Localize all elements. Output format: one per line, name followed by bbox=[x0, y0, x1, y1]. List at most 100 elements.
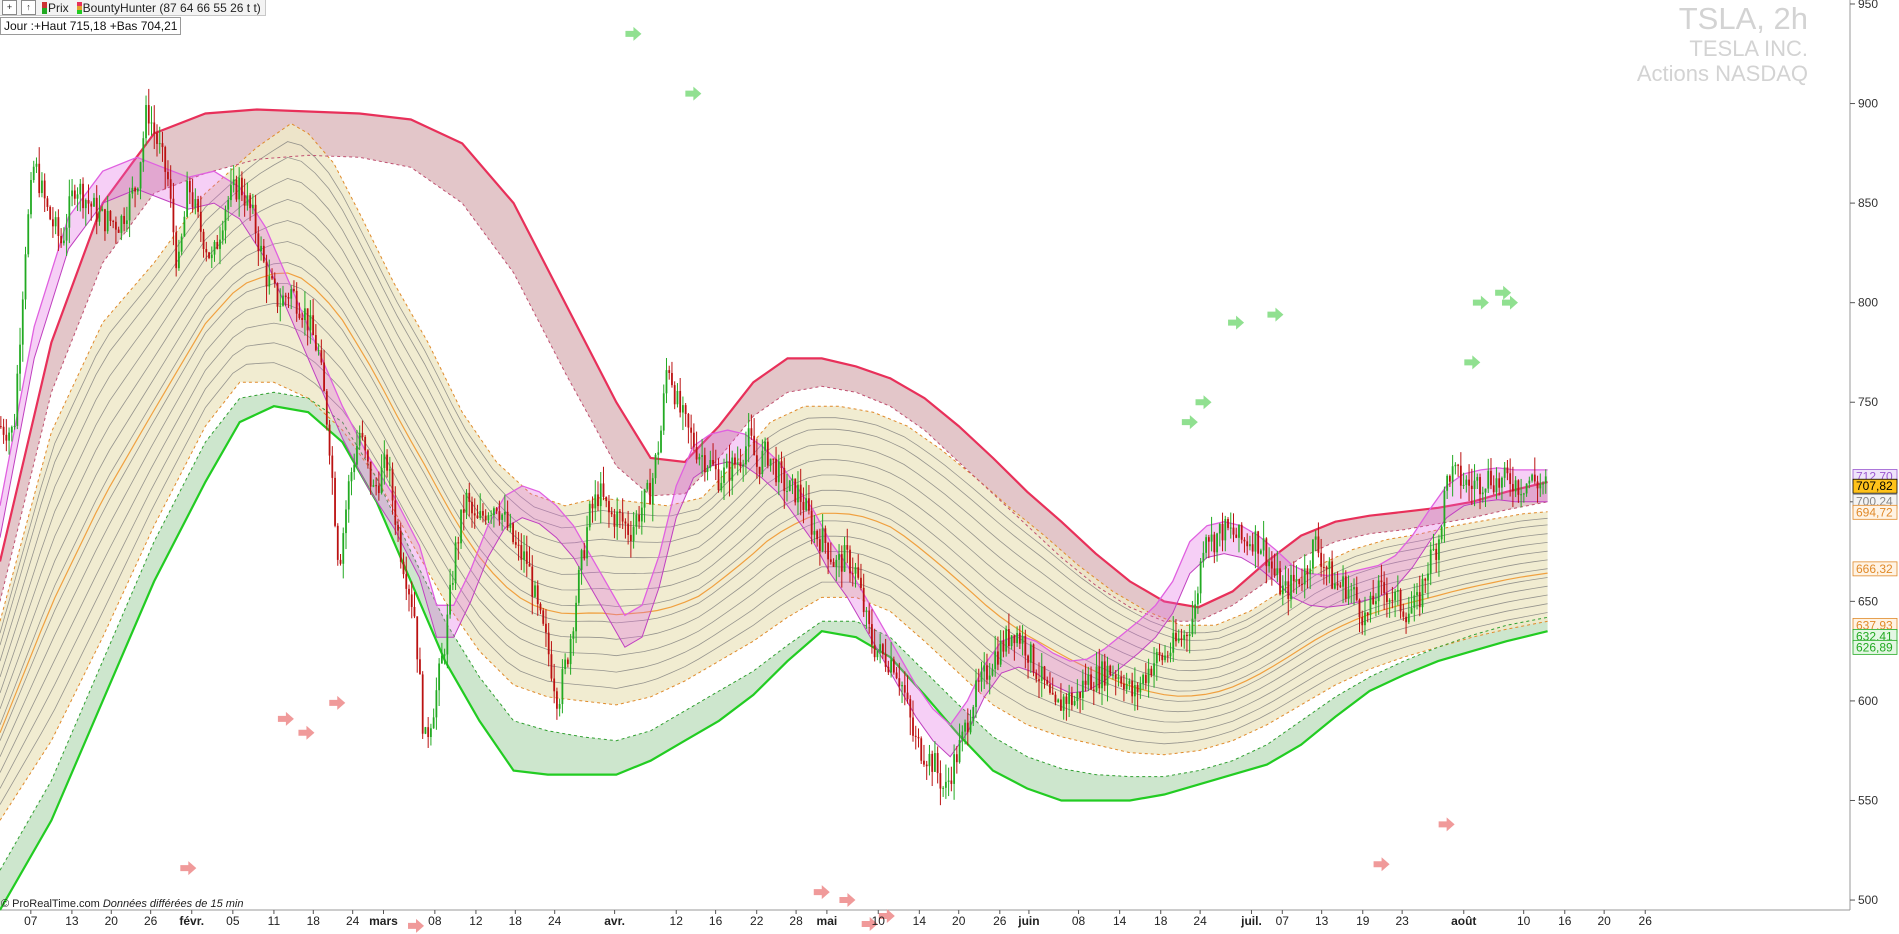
x-tick-label: 26 bbox=[993, 914, 1007, 928]
sell-arrow-icon bbox=[1373, 857, 1390, 872]
candle-body bbox=[1284, 581, 1287, 586]
candle-body bbox=[690, 427, 693, 433]
candle-body bbox=[682, 405, 684, 413]
candle-body bbox=[1251, 544, 1254, 552]
candle-body bbox=[1353, 587, 1355, 590]
candle-body bbox=[602, 483, 605, 497]
candle-body bbox=[1227, 519, 1229, 528]
candle-body bbox=[1013, 635, 1016, 644]
candle-body bbox=[391, 469, 394, 501]
y-tick-label: 500 bbox=[1858, 893, 1878, 907]
candle-body bbox=[816, 530, 819, 540]
candle-body bbox=[728, 461, 731, 481]
candle-body bbox=[397, 524, 399, 531]
candle-body bbox=[564, 659, 567, 669]
indicator-series-label[interactable]: BountyHunter (87 64 66 55 26 t t) bbox=[82, 0, 261, 15]
buy-arrow-icon bbox=[1228, 315, 1245, 330]
candle-body bbox=[517, 544, 520, 546]
candle-body bbox=[95, 197, 98, 222]
candle-body bbox=[377, 485, 380, 493]
candle-body bbox=[205, 249, 208, 253]
candle-body bbox=[1073, 701, 1076, 706]
candle-body bbox=[446, 614, 449, 655]
candle-body bbox=[131, 187, 134, 194]
candle-body bbox=[1410, 607, 1413, 614]
y-tick-label: 950 bbox=[1858, 0, 1878, 11]
lower-band-fill bbox=[0, 392, 1548, 910]
candle-body bbox=[79, 183, 82, 195]
candle-body bbox=[356, 445, 358, 465]
candle-body bbox=[1172, 632, 1175, 653]
fan-line-8 bbox=[0, 198, 1548, 678]
candle-body bbox=[1448, 475, 1451, 482]
magenta-lower-line bbox=[0, 188, 1548, 758]
candle-body bbox=[73, 190, 76, 199]
x-tick-label: 08 bbox=[1072, 914, 1086, 928]
candle-body bbox=[966, 722, 969, 733]
candle-body bbox=[1092, 689, 1095, 691]
candle-body bbox=[931, 753, 934, 772]
candle-body bbox=[881, 644, 884, 655]
candle-body bbox=[520, 545, 523, 560]
candle-body bbox=[846, 545, 849, 550]
candle-body bbox=[1240, 524, 1243, 540]
candle-body bbox=[1339, 585, 1342, 587]
price-label: 666,32 bbox=[1856, 562, 1893, 576]
candle-body bbox=[1131, 680, 1134, 697]
candle-body bbox=[383, 454, 386, 468]
candle-body bbox=[835, 559, 838, 567]
candle-body bbox=[838, 554, 840, 560]
candle-body bbox=[257, 233, 260, 252]
candle-body bbox=[405, 574, 408, 589]
candle-body bbox=[739, 462, 742, 467]
candle-body bbox=[1106, 665, 1109, 686]
x-tick-label: 10 bbox=[1517, 914, 1531, 928]
candle-body bbox=[731, 457, 734, 481]
candle-body bbox=[1076, 691, 1079, 702]
candle-body bbox=[912, 717, 914, 736]
candle-body bbox=[1243, 539, 1246, 542]
candle-body bbox=[1139, 683, 1142, 693]
move-up-button[interactable]: ↑ bbox=[21, 0, 36, 15]
candle-body bbox=[249, 195, 252, 209]
candle-body bbox=[808, 498, 810, 511]
candle-body bbox=[906, 692, 909, 700]
candle-body bbox=[1303, 568, 1306, 585]
candle-body bbox=[76, 194, 79, 199]
candle-body bbox=[1366, 612, 1369, 616]
candle-body bbox=[673, 385, 676, 405]
candle-body bbox=[755, 455, 758, 467]
candle-body bbox=[336, 525, 339, 560]
candle-body bbox=[961, 731, 964, 741]
x-tick-label: 16 bbox=[1558, 914, 1572, 928]
price-series-label[interactable]: Prix bbox=[48, 0, 69, 15]
candle-body bbox=[917, 736, 920, 739]
candle-body bbox=[57, 217, 60, 236]
candle-body bbox=[468, 492, 471, 502]
candle-body bbox=[616, 511, 619, 527]
candle-body bbox=[13, 425, 16, 427]
candle-body bbox=[1098, 666, 1101, 689]
add-indicator-button[interactable]: + bbox=[2, 0, 17, 15]
candle-body bbox=[394, 500, 397, 525]
candle-body bbox=[1375, 601, 1377, 605]
candle-body bbox=[199, 211, 202, 232]
candle-body bbox=[482, 511, 484, 516]
candle-body bbox=[438, 663, 441, 691]
candle-body bbox=[435, 690, 438, 718]
candle-body bbox=[586, 527, 588, 559]
candle-body bbox=[1536, 481, 1539, 489]
candle-body bbox=[1207, 537, 1210, 542]
candle-body bbox=[950, 780, 953, 784]
candle-body bbox=[942, 787, 945, 789]
x-tick-label: 28 bbox=[789, 914, 803, 928]
candle-body bbox=[454, 542, 457, 584]
candle-body bbox=[1142, 674, 1145, 684]
candle-body bbox=[197, 199, 199, 212]
candle-body bbox=[561, 668, 564, 705]
candle-body bbox=[230, 185, 232, 201]
candle-body bbox=[1531, 474, 1533, 481]
candle-body bbox=[550, 654, 553, 679]
candle-body bbox=[1462, 484, 1465, 486]
